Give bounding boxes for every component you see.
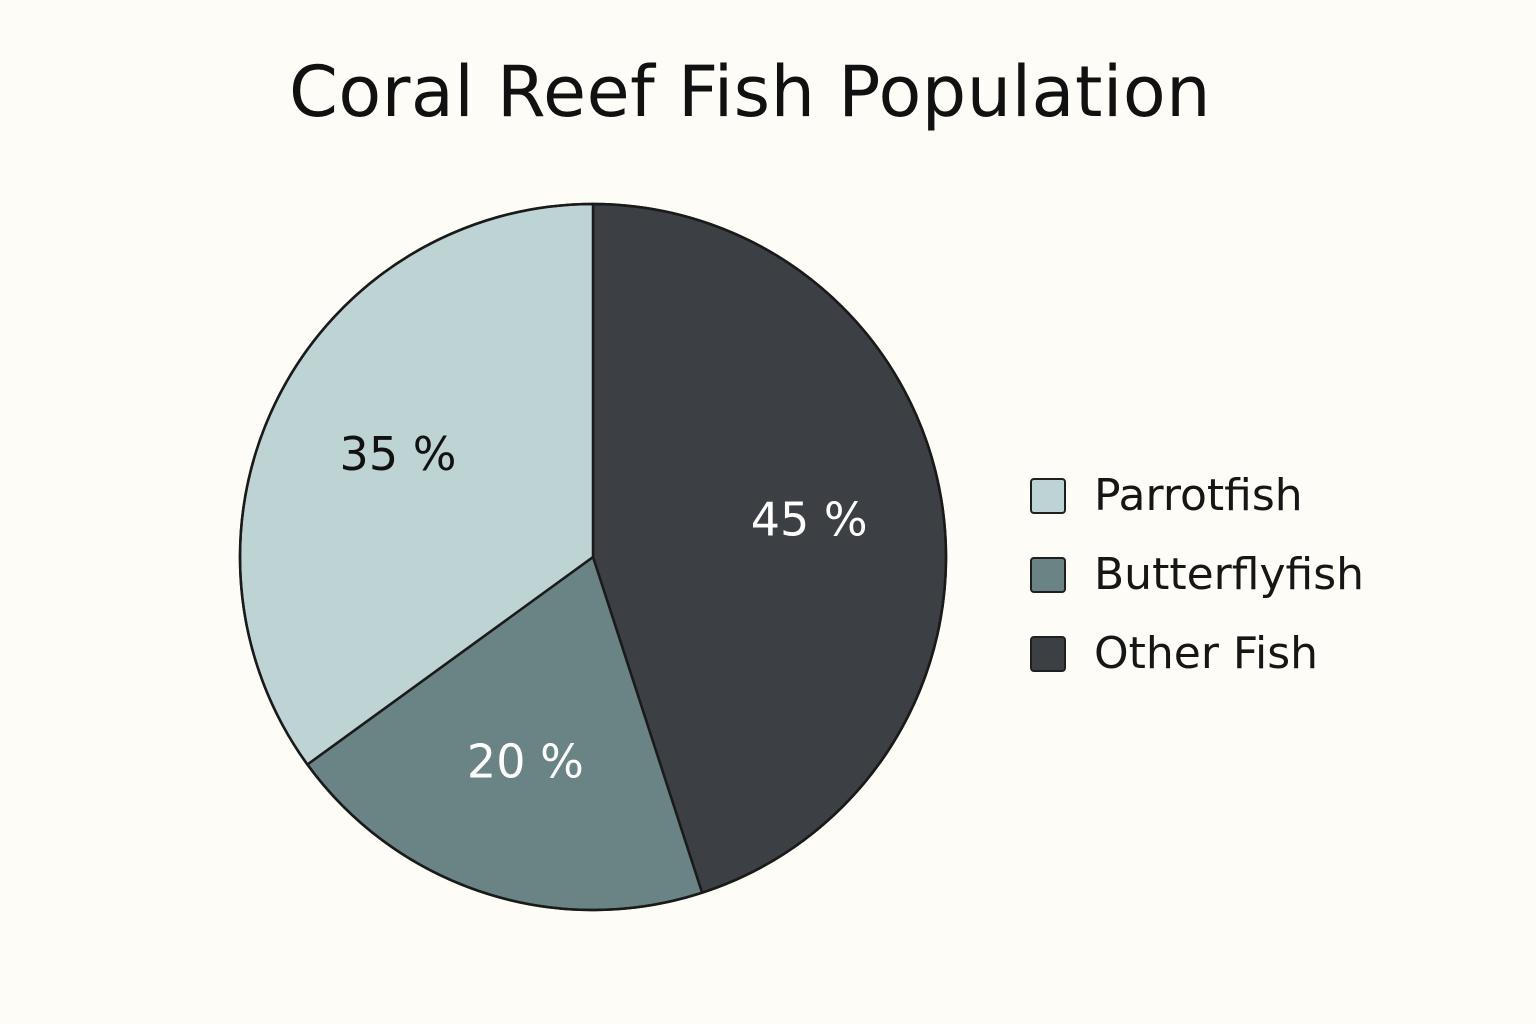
legend-item-parrotfish: Parrotfish: [1030, 470, 1364, 521]
legend-label-parrotfish: Parrotfish: [1094, 470, 1303, 521]
legend-label-butterflyfish: Butterflyfish: [1094, 549, 1365, 600]
chart-title: Coral Reef Fish Population: [288, 51, 1212, 133]
pie-value-label-butterflyfish: 20 %: [467, 735, 584, 789]
pie-value-label-other-fish: 45 %: [751, 492, 868, 546]
legend-label-other-fish: Other Fish: [1094, 628, 1319, 679]
legend-swatch-butterflyfish: [1030, 557, 1066, 593]
legend-item-butterflyfish: Butterflyfish: [1030, 549, 1365, 600]
legend-swatch-other-fish: [1030, 636, 1066, 672]
legend-item-other-fish: Other Fish: [1030, 628, 1364, 679]
legend-swatch-parrotfish: [1030, 478, 1066, 514]
chart-legend: Parrotfish Butterflyfish Other Fish: [1030, 470, 1365, 713]
pie-value-label-parrotfish: 35 %: [340, 427, 457, 481]
pie-outline: [238, 202, 948, 912]
